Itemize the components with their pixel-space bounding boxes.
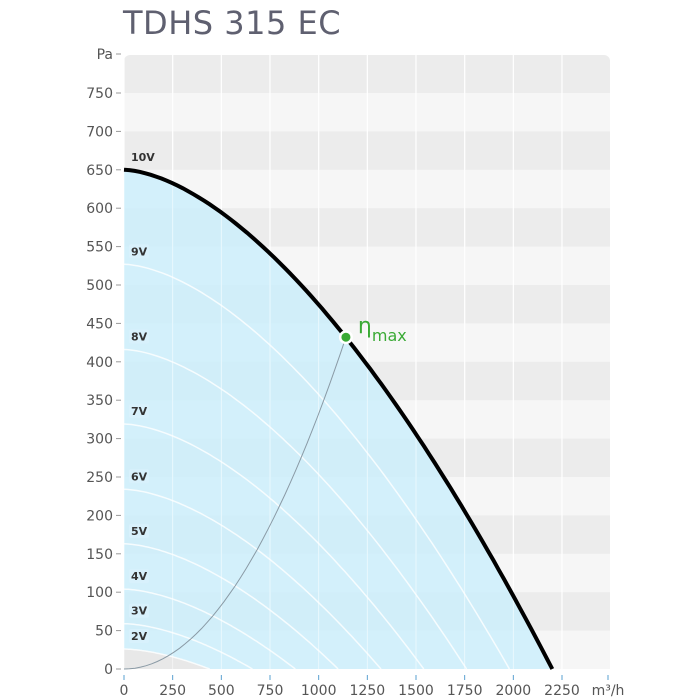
- voltage-label-bg: [129, 329, 149, 344]
- curve-7V: [123, 423, 425, 670]
- curve-4V: [123, 588, 296, 670]
- y-axis-label: Pa: [97, 47, 113, 63]
- system-curve: [123, 337, 347, 670]
- voltage-label-bg: [129, 404, 149, 419]
- y-tick-label: 300: [86, 432, 113, 448]
- x-tick-label: 2250: [544, 683, 580, 699]
- y-tick-label: 350: [86, 393, 113, 409]
- below-min-area: [124, 649, 210, 669]
- voltage-label-4V: 4V: [129, 569, 149, 584]
- efficiency-label: ηmax: [358, 314, 407, 345]
- x-tick-label: 250: [159, 683, 186, 699]
- curve-6V: [123, 488, 382, 670]
- voltage-label-text: 9V: [131, 245, 148, 258]
- voltage-label-10V: 10V: [131, 151, 155, 164]
- curve-10V: [123, 167, 555, 670]
- voltage-label-bg: [129, 469, 149, 484]
- y-tick-label: 500: [86, 278, 113, 294]
- voltage-label-text: 8V: [131, 331, 148, 344]
- voltage-label-text: 6V: [131, 470, 148, 483]
- voltage-label-text: 5V: [131, 525, 148, 538]
- y-tick-label: 200: [86, 508, 113, 524]
- y-tick-label: 600: [86, 201, 113, 217]
- voltage-label-text: 10V: [131, 151, 155, 164]
- y-tick-label: 450: [86, 316, 113, 332]
- y-tick-label: 750: [86, 86, 113, 102]
- x-tick-label: 0: [120, 683, 129, 699]
- curve-2V: [124, 648, 210, 670]
- voltage-label-text: 4V: [131, 570, 148, 583]
- y-tick-label: 650: [86, 163, 113, 179]
- voltage-label-6V: 6V: [129, 469, 149, 484]
- voltage-label-3V: 3V: [129, 603, 149, 618]
- x-tick-label: 1250: [350, 683, 386, 699]
- eta-subscript: max: [372, 326, 407, 345]
- voltage-label-2V: 2V: [129, 629, 149, 644]
- voltage-label-text: 3V: [131, 605, 148, 618]
- y-tick-label: 700: [86, 124, 113, 140]
- y-tick-label: 0: [104, 662, 113, 678]
- voltage-label-bg: [129, 603, 149, 618]
- x-tick-label: 750: [257, 683, 284, 699]
- x-tick-label: 2000: [496, 683, 532, 699]
- chart-title: TDHS 315 EC: [123, 4, 342, 42]
- voltage-label-5V: 5V: [129, 523, 149, 538]
- voltage-label-text: 2V: [131, 630, 148, 643]
- voltage-label-text: 7V: [131, 405, 148, 418]
- x-tick-label: 1750: [447, 683, 483, 699]
- x-tick-label: 500: [208, 683, 235, 699]
- voltage-label-7V: 7V: [129, 404, 149, 419]
- voltage-label-8V: 8V: [129, 329, 149, 344]
- voltage-label-bg: [129, 569, 149, 584]
- curve-5V: [123, 543, 339, 670]
- y-tick-label: 50: [95, 624, 113, 640]
- curve-9V: [123, 263, 511, 670]
- x-axis-label: m³/h: [592, 683, 625, 699]
- y-tick-label: 550: [86, 240, 113, 256]
- efficiency-point: [341, 332, 351, 342]
- y-tick-label: 250: [86, 470, 113, 486]
- x-tick-label: 1500: [398, 683, 434, 699]
- y-tick-label: 100: [86, 585, 113, 601]
- y-tick-label: 400: [86, 355, 113, 371]
- curve-3V: [124, 622, 253, 670]
- operating-area-fill: [124, 169, 553, 670]
- voltage-label-bg: [129, 244, 149, 259]
- x-tick-label: 1000: [301, 683, 337, 699]
- voltage-label-9V: 9V: [129, 244, 149, 259]
- eta-symbol: η: [358, 314, 372, 339]
- y-tick-label: 150: [86, 547, 113, 563]
- curve-8V: [123, 348, 468, 670]
- voltage-label-bg: [129, 523, 149, 538]
- voltage-label-bg: [129, 629, 149, 644]
